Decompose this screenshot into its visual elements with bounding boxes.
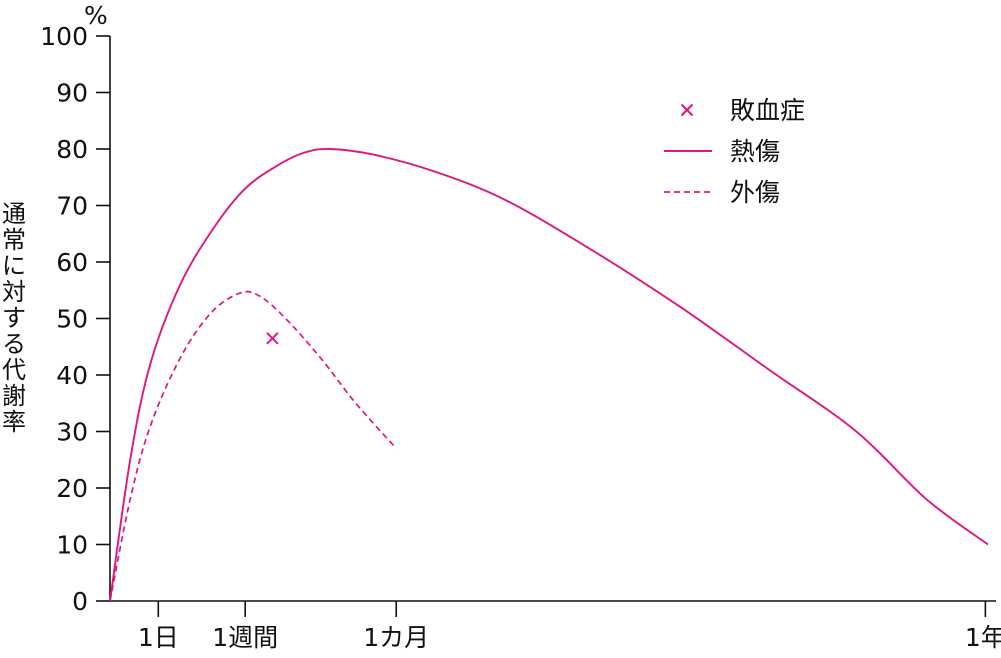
- legend-label: 外傷: [730, 178, 780, 207]
- y-axis-label-char: 通: [2, 200, 26, 228]
- legend-label: 熱傷: [730, 137, 780, 166]
- x-tick-label: 1年: [965, 623, 1001, 652]
- legend-item: 熱傷: [664, 137, 780, 166]
- y-tick-label: 70: [56, 192, 88, 221]
- x-tick-label: 1週間: [212, 623, 278, 652]
- y-tick-label: 40: [56, 361, 88, 390]
- legend-item: 敗血症: [680, 96, 805, 125]
- y-axis-label-char: 対: [2, 278, 26, 306]
- y-ticks: 0 10 20 30 40 50 60 70 80 90 100: [40, 22, 110, 616]
- y-tick-label: 80: [56, 135, 88, 164]
- series-lines: [109, 148, 989, 602]
- legend-label: 敗血症: [730, 96, 805, 125]
- data-point-marker: [266, 332, 279, 345]
- y-axis-label-char: す: [2, 304, 26, 332]
- y-tick-label: 90: [56, 79, 88, 108]
- y-axis-unit: %: [84, 1, 108, 30]
- legend-item: 外傷: [664, 178, 780, 207]
- y-tick-label: 50: [56, 305, 88, 334]
- y-tick-label: 0: [72, 587, 88, 616]
- y-tick-label: 60: [56, 248, 88, 277]
- y-axis-label-char: 常: [2, 226, 26, 254]
- y-tick-label: 30: [56, 418, 88, 447]
- legend-marker: [680, 103, 694, 117]
- y-axis-label-char: 代: [2, 356, 26, 384]
- x-tick-label: 1カ月: [363, 623, 429, 652]
- y-axis-label-char: る: [2, 330, 26, 358]
- x-tick-label: 1日: [138, 623, 179, 652]
- y-tick-label: 20: [56, 474, 88, 503]
- x-ticks: 1日 1週間 1カ月 1年: [138, 601, 1001, 652]
- series-line-0: [109, 148, 989, 602]
- y-axis-label-char: 謝: [2, 382, 26, 410]
- y-axis-label-char: 率: [2, 408, 26, 436]
- axis-lines: [109, 36, 996, 602]
- axes: [109, 36, 996, 602]
- series-line-1: [109, 290, 397, 602]
- y-tick-label: 100: [40, 22, 88, 51]
- y-axis-label-char: に: [2, 252, 26, 280]
- y-tick-label: 10: [56, 531, 88, 560]
